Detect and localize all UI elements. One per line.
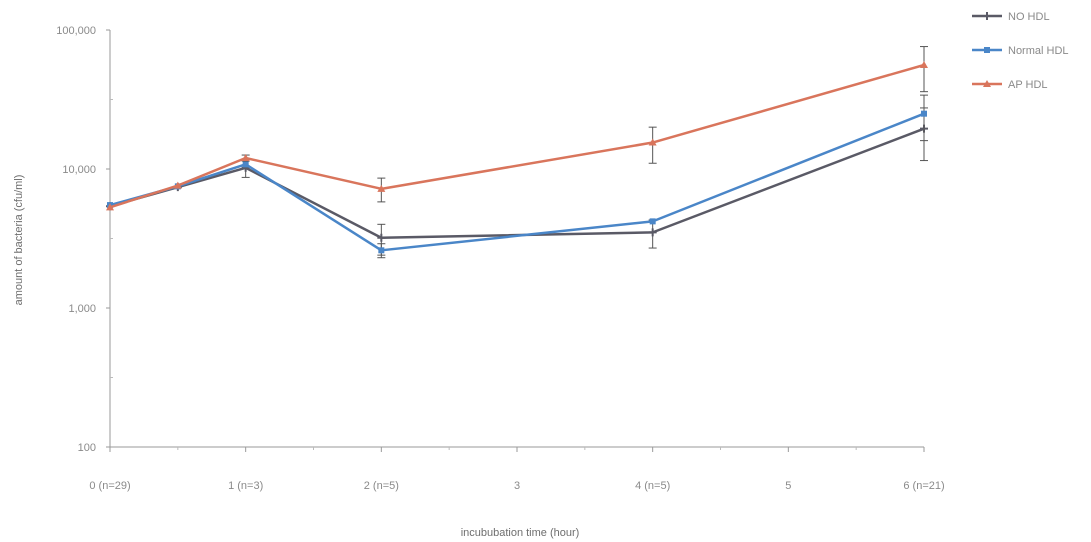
- data-point: [648, 228, 657, 237]
- data-point: [242, 161, 249, 168]
- legend-label: Normal HDL: [1008, 45, 1069, 57]
- x-axis-title: incububation time (hour): [461, 527, 580, 539]
- axes: 100 1,000 10,000 100,000 0 (n=29) 1 (n=3) 2 (n…: [56, 25, 944, 492]
- x-tick-label: 2 (n=5): [364, 480, 399, 492]
- series-ap-hdl: [106, 46, 928, 211]
- data-point: [983, 80, 991, 87]
- data-point: [378, 247, 385, 254]
- x-tick-label: 4 (n=5): [635, 480, 670, 492]
- legend-label: AP HDL: [1008, 79, 1048, 91]
- legend: NO HDL Normal HDL AP HDL: [972, 11, 1069, 91]
- series-no-hdl: [106, 107, 928, 256]
- series-normal-hdl: [107, 94, 928, 259]
- data-point: [984, 47, 990, 53]
- y-tick-label: 100,000: [56, 25, 96, 37]
- x-tick-label: 6 (n=21): [903, 480, 944, 492]
- data-point: [648, 138, 657, 146]
- y-axis-title: amount of bacteria (cfu/ml): [13, 175, 25, 306]
- data-point: [377, 184, 386, 192]
- data-point: [983, 12, 991, 20]
- y-tick-label: 100: [78, 442, 96, 454]
- data-point: [649, 218, 656, 225]
- data-point: [241, 153, 250, 161]
- series-line: [109, 63, 925, 209]
- legend-item: NO HDL: [972, 11, 1050, 23]
- y-tick-label: 10,000: [62, 164, 96, 176]
- y-tick-label: 1,000: [68, 303, 96, 315]
- x-tick-label: 3: [514, 480, 520, 492]
- legend-label: NO HDL: [1008, 11, 1050, 23]
- legend-item: AP HDL: [972, 79, 1048, 91]
- x-tick-label: 5: [785, 480, 791, 492]
- data-point: [377, 233, 386, 242]
- x-tick-label: 0 (n=29): [89, 480, 130, 492]
- data-point: [173, 181, 182, 189]
- x-tick-label: 1 (n=3): [228, 480, 263, 492]
- series-layer: [106, 46, 928, 259]
- error-bar: [920, 94, 928, 142]
- series-line: [109, 127, 925, 240]
- data-point: [920, 61, 928, 69]
- error-bar: [920, 46, 928, 93]
- data-point: [921, 110, 927, 117]
- series-line: [109, 112, 925, 252]
- data-point: [106, 203, 114, 211]
- legend-item: Normal HDL: [972, 45, 1069, 57]
